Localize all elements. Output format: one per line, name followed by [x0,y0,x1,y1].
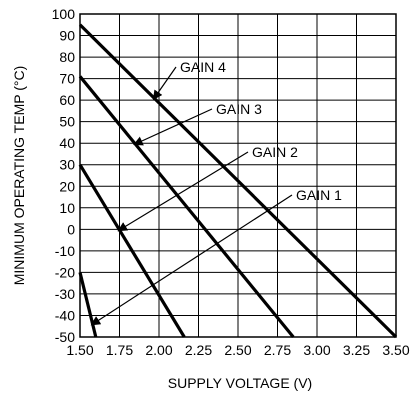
x-tick-label: 2.00 [145,342,172,358]
series-line-gain-1 [78,272,98,338]
callout-arrow [152,66,177,101]
x-tick-label: 2.25 [185,342,212,358]
x-tick-label: 3.25 [343,342,370,358]
x-tick-label: 1.75 [106,342,133,358]
y-tick-label: -20 [55,264,75,280]
x-tick-labels: 1.50 1.75 2.00 2.25 2.50 2.75 3.00 3.25 3.50 [66,342,409,358]
series-label-gain-3: GAIN 3 [216,101,262,117]
series-lines [78,23,398,339]
y-tick-label: 30 [59,157,75,173]
x-tick-label: 3.00 [303,342,330,358]
y-tick-label: 70 [59,71,75,87]
series-line-gain-2 [78,163,186,338]
y-tick-label: -40 [55,307,75,323]
callout-arrow [133,108,213,146]
callouts: GAIN 4 GAIN 3 GAIN 2 GAIN 1 [90,59,342,326]
y-tick-label: 50 [59,114,75,130]
y-tick-label: -10 [55,243,75,259]
x-tick-label: 3.50 [382,342,409,358]
series-label-gain-2: GAIN 2 [252,144,298,160]
y-tick-label: 0 [67,221,75,237]
x-axis-title: SUPPLY VOLTAGE (V) [168,375,312,391]
y-tick-label: -50 [55,329,75,345]
series-line-gain-4 [78,23,398,339]
y-tick-label: 20 [59,178,75,194]
y-tick-label: 40 [59,135,75,151]
x-tick-label: 1.50 [66,342,93,358]
x-tick-label: 2.50 [224,342,251,358]
y-tick-label: 90 [59,28,75,44]
y-axis-title: MINIMUM OPERATING TEMP (°C) [11,66,27,286]
callout-arrow [117,151,249,232]
series-label-gain-4: GAIN 4 [180,59,226,75]
y-tick-label: 60 [59,92,75,108]
y-tick-label: 100 [52,6,76,22]
callout-arrow [90,194,293,326]
x-tick-label: 2.75 [264,342,291,358]
series-label-gain-1: GAIN 1 [296,187,342,203]
series-line-gain-3 [78,75,295,339]
y-tick-label: 10 [59,200,75,216]
y-tick-label: -30 [55,286,75,302]
y-tick-label: 80 [59,49,75,65]
plot-frame [79,13,397,338]
